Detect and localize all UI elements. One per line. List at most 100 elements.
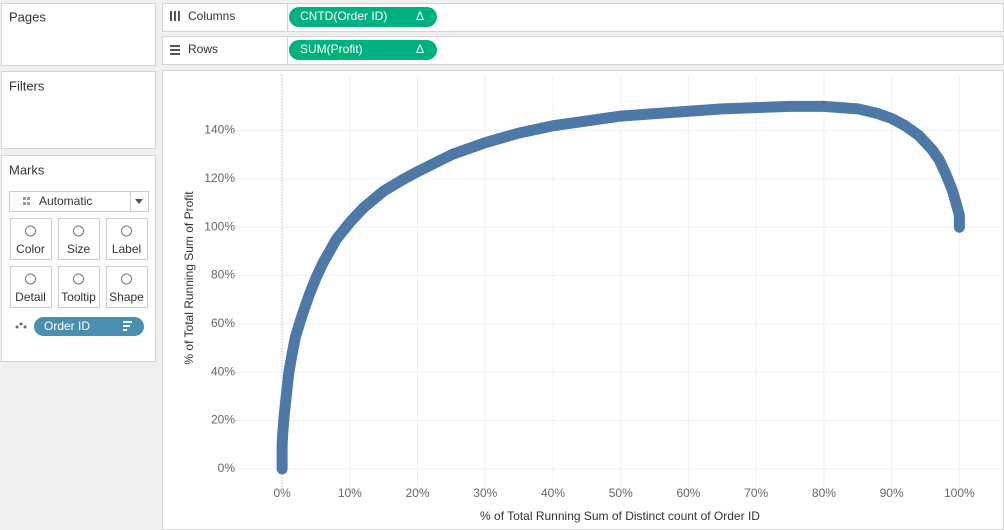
y-axis-title: % of Total Running Sum of Profit [182,191,196,365]
rows-label: Rows [188,42,218,56]
x-tick-label: 70% [744,486,768,500]
point [954,209,965,221]
x-tick-label: 100% [944,486,975,500]
point [913,130,924,141]
point [310,272,322,284]
y-tick-label: 100% [204,219,235,233]
point [717,103,728,115]
point [615,110,626,122]
columns-shelf [162,3,1004,32]
columns-label: Columns [188,9,235,23]
y-tick-label: 80% [211,268,235,282]
point [750,102,762,113]
point [784,101,796,112]
mark-button[interactable] [10,218,52,260]
point-band [276,100,965,475]
x-tick-label: 10% [338,486,362,500]
point [683,105,694,117]
mark-button[interactable] [106,266,148,308]
point [344,217,356,228]
point [947,185,958,197]
columns-pill[interactable] [289,7,437,27]
mark-buttons: Color Size Label Detail Tooltip Shape [10,218,148,308]
point [378,185,389,197]
x-tick-label: 50% [609,486,633,500]
rows-pill[interactable] [289,40,437,60]
field-pill[interactable] [34,317,144,336]
mark-button[interactable] [58,266,100,308]
icon [73,273,84,285]
mark-button[interactable] [10,266,52,308]
x-tick-label: 20% [406,486,430,500]
icon [178,11,180,21]
mark-button-label: Shape [109,290,144,304]
point [480,137,491,148]
icon [15,325,19,329]
columns-pill-icon: Δ [416,9,424,23]
mark-button[interactable] [58,218,100,260]
mark-button-label: Color [16,242,45,256]
icon [121,273,132,285]
point [303,289,315,301]
icon [23,202,26,205]
point [920,137,931,148]
point [649,108,660,119]
mark-button-label: Size [67,242,91,256]
x-tick-label: 90% [880,486,904,500]
point [278,410,290,421]
filters-panel[interactable] [1,71,156,149]
rows-shelf [162,36,1004,65]
icon [27,202,30,205]
pages-title: Pages [9,9,46,24]
point [283,366,295,378]
pages-panel[interactable] [1,3,156,66]
icon [170,45,180,47]
x-tick-label: 80% [812,486,836,500]
point [927,144,938,156]
point [317,258,329,269]
point [290,330,301,342]
icon [25,225,36,237]
filters-title: Filters [9,78,45,93]
icon [174,11,176,21]
x-axis-title: % of Total Running Sum of Distinct count… [480,509,760,523]
marks-title: Marks [9,162,45,177]
point [933,154,945,165]
point [886,113,897,124]
icon [170,11,172,21]
chart: 0% 20% 40% 60% 80% 100% 120% 140% 0% 10% 20% 30% 40%… [204,75,1000,500]
point [331,234,342,245]
y-tick-label: 20% [211,413,235,427]
icon [19,322,23,326]
point [412,166,423,177]
point [446,149,457,160]
mark-type-dropdown[interactable] [9,191,149,212]
point [287,347,298,359]
y-tick-label: 60% [211,316,235,330]
x-tick-label: 0% [273,486,291,500]
point [852,103,864,115]
icon [73,225,84,237]
mark-button-label: Detail [15,290,46,304]
icon [170,49,180,51]
point [358,202,369,214]
rows-pill-icon: Δ [416,42,424,56]
point [398,173,410,185]
point [950,197,962,209]
x-tick-label: 40% [541,486,565,500]
point [276,463,288,475]
point [276,439,288,450]
icon [121,225,132,237]
point [940,168,952,180]
point [280,391,292,402]
y-tick-label: 40% [211,364,235,378]
mark-button-label: Label [112,242,141,256]
mark-button[interactable] [106,218,148,260]
columns-pill-label: CNTD(Order ID) [300,9,387,23]
icon [123,329,127,331]
icon [123,321,132,323]
y-tick-label: 140% [204,123,235,137]
field-pill-label: Order ID [44,319,90,333]
icon [23,325,27,329]
